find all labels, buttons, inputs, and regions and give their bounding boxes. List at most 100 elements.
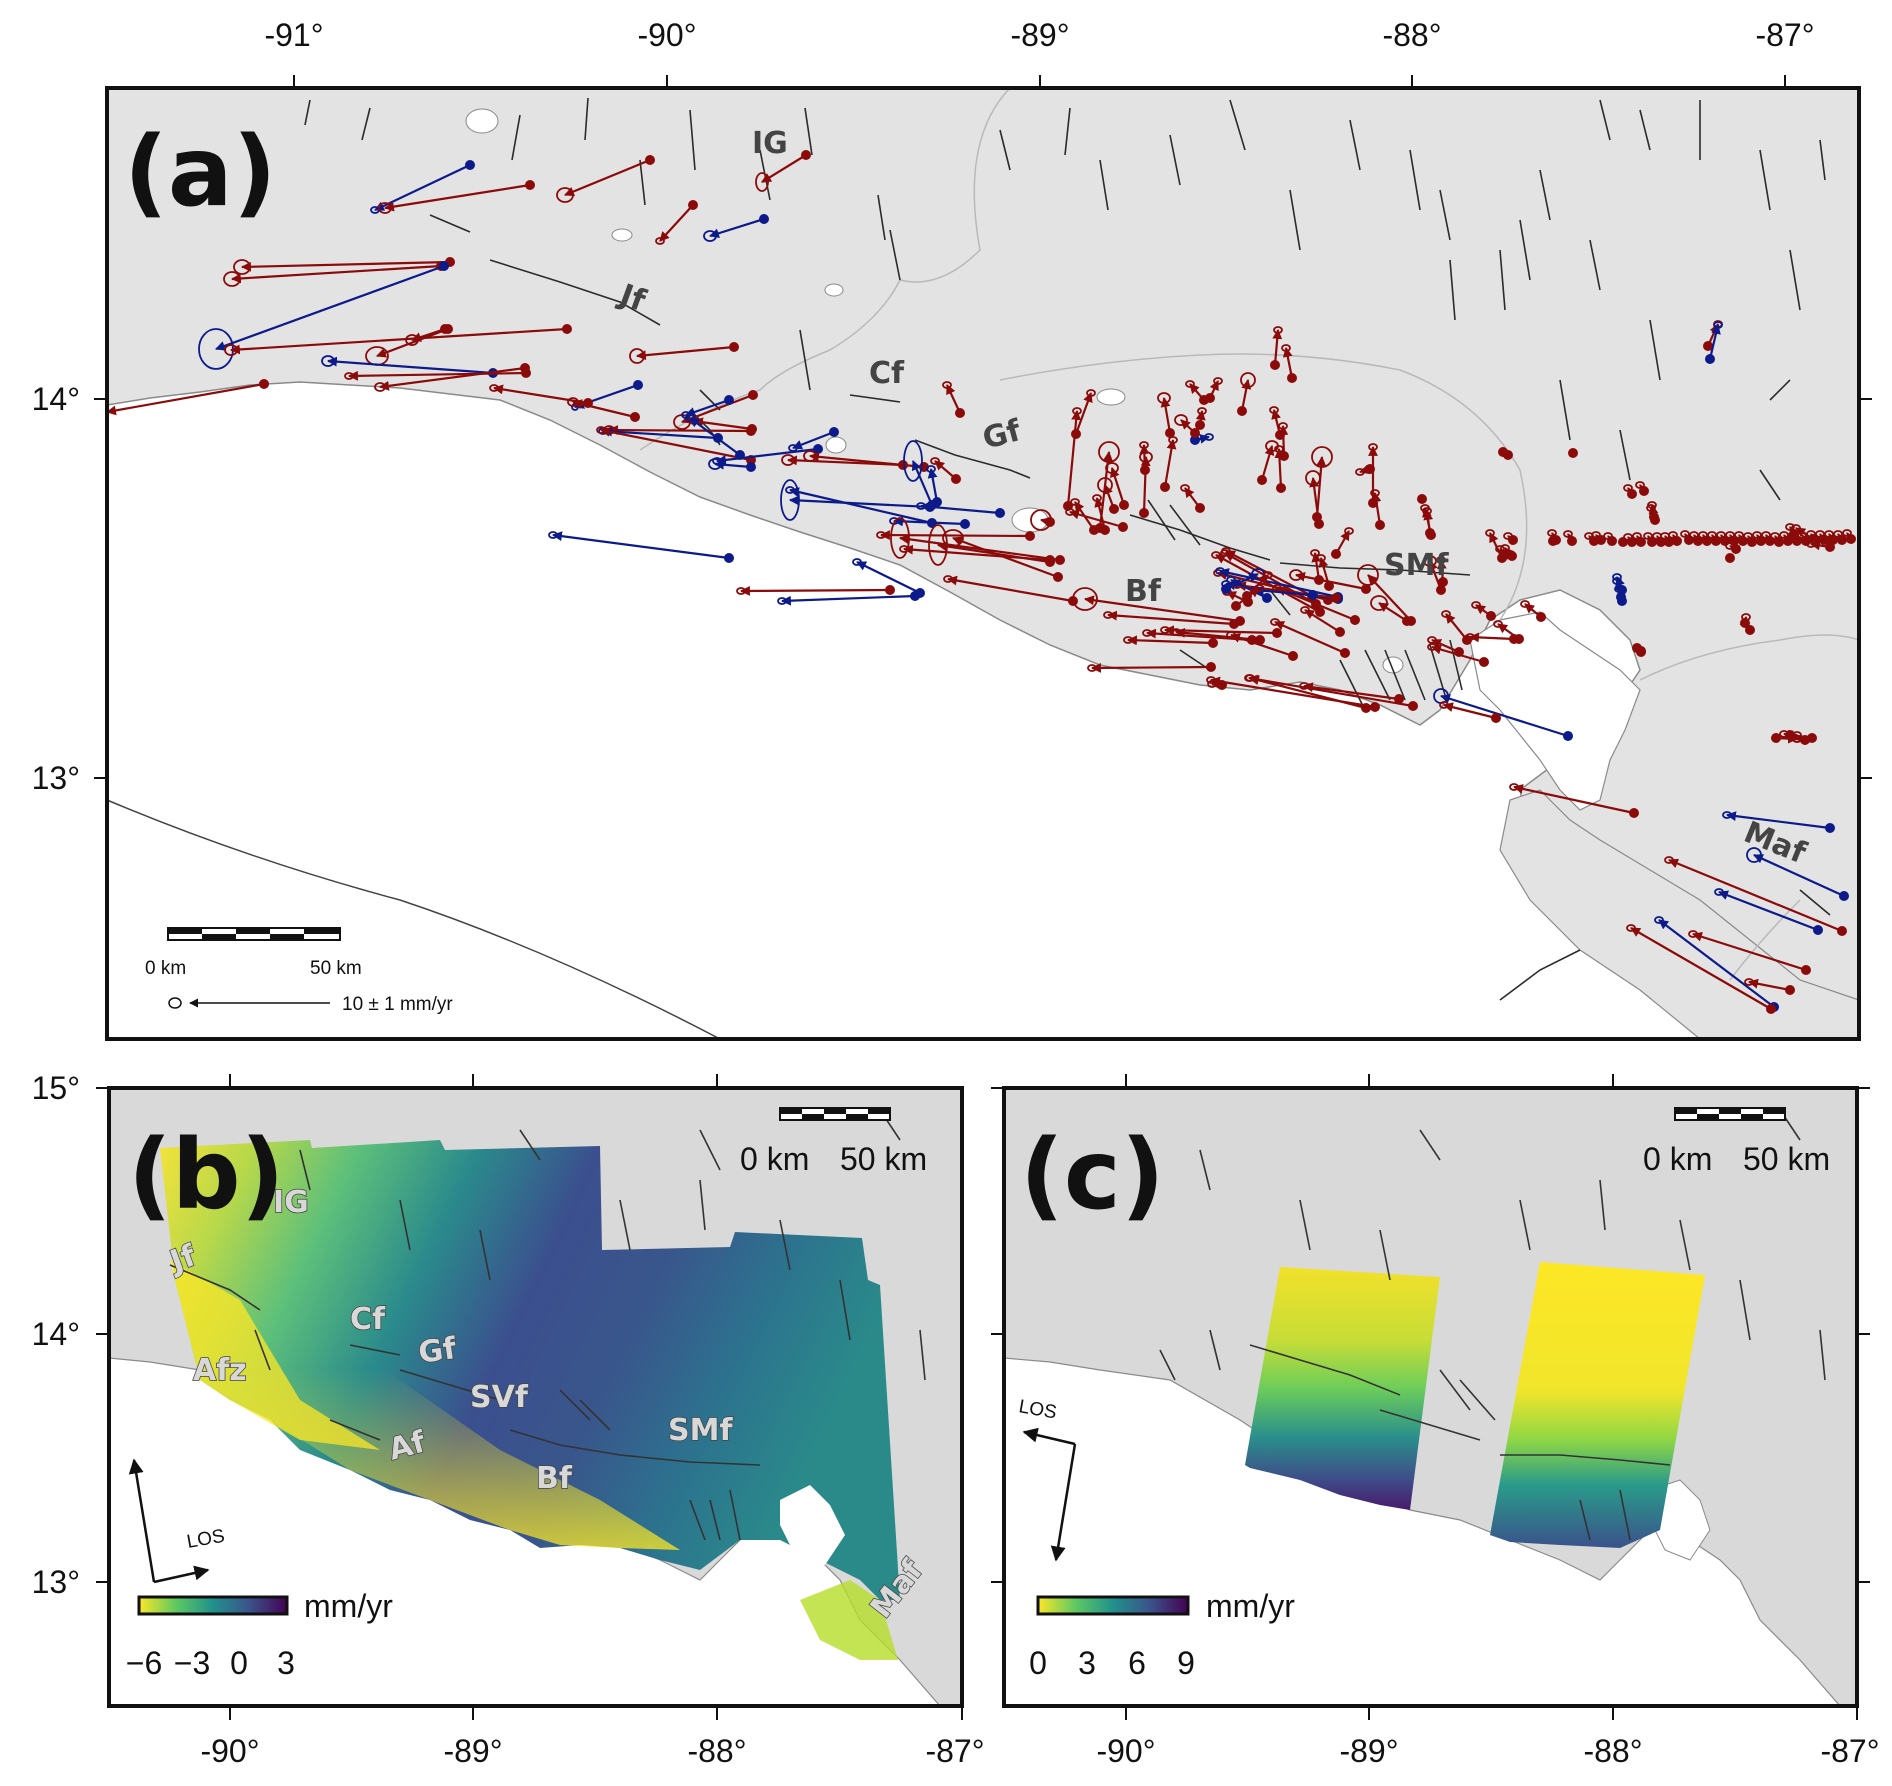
tick-lat: 15° <box>32 1070 80 1106</box>
velocity-vector <box>107 379 269 416</box>
velocity-vector <box>1171 627 1265 645</box>
velocity-vector <box>1647 501 1659 522</box>
panel-a-velocity-vectors <box>107 150 1857 1014</box>
panel-c-insar-track-1 <box>1245 1267 1440 1510</box>
velocity-vector <box>1427 643 1489 667</box>
velocity-vector <box>1707 531 1722 546</box>
velocity-vector <box>1465 632 1519 644</box>
panel-a-faults <box>304 97 1831 1001</box>
velocity-vector <box>1071 389 1096 439</box>
velocity-vector <box>780 479 935 521</box>
panel-b-faults <box>169 1109 926 1541</box>
velocity-vector <box>1698 531 1713 546</box>
velocity-vector <box>1635 481 1650 496</box>
velocity-vector <box>1065 508 1128 532</box>
colorbar-tick: 6 <box>1128 1645 1146 1681</box>
velocity-vector <box>1231 584 1264 611</box>
velocity-vector <box>942 381 965 418</box>
velocity-vector <box>703 214 769 242</box>
velocity-vector <box>1603 532 1618 547</box>
colorbar-tick: 0 <box>230 1645 248 1681</box>
velocity-vector <box>378 180 535 214</box>
velocity-vector <box>1289 569 1371 594</box>
velocity-vector <box>942 529 1063 582</box>
velocity-vector <box>224 324 572 356</box>
velocity-vector <box>1123 635 1218 648</box>
scale-bar-right: 50 km <box>840 1141 927 1177</box>
tick-lat: 14° <box>32 381 80 417</box>
velocity-vector <box>1274 445 1286 493</box>
velocity-vector <box>1030 509 1055 531</box>
velocity-vector <box>781 454 908 470</box>
colorbar-tick: 0 <box>1029 1645 1047 1681</box>
panel-c-label: (c) <box>1020 1119 1165 1231</box>
velocity-vector <box>1270 326 1283 370</box>
velocity-vector <box>374 363 530 392</box>
tick-lon: -88° <box>687 1733 746 1769</box>
velocity-vector <box>930 457 961 484</box>
tick-lon: -90° <box>1096 1733 1155 1769</box>
velocity-vector <box>1157 392 1175 438</box>
velocity-vector <box>899 544 1055 565</box>
panel-b: 15° 14° 13° -90° -89° -88° -87° (b) IG J… <box>32 1070 985 1769</box>
scale-bar-left: 0 km <box>145 958 186 979</box>
colorbar-tick: 9 <box>1177 1645 1195 1681</box>
tick-lon: -87° <box>1755 17 1814 53</box>
velocity-vector <box>548 531 734 563</box>
fault-label-cf: Cf <box>869 356 905 391</box>
fault-label-smf: SMf <box>668 1413 733 1448</box>
velocity-vector <box>1097 477 1119 514</box>
velocity-vector <box>1771 733 1802 744</box>
velocity-vector <box>1417 494 1427 504</box>
velocity-vector <box>755 150 811 192</box>
tick-lon: -89° <box>1339 1733 1398 1769</box>
panel-c-insar-track-2 <box>1490 1262 1705 1548</box>
velocity-vector <box>1643 532 1658 547</box>
velocity-vector <box>1623 484 1638 499</box>
velocity-vector <box>1436 556 1448 587</box>
velocity-vector <box>1626 924 1776 1014</box>
velocity-vector <box>1237 372 1256 416</box>
velocity-vector <box>1370 489 1385 530</box>
fault-label-bf: Bf <box>536 1461 573 1496</box>
fault-label-ig: IG <box>752 126 788 161</box>
velocity-vector <box>1520 600 1546 622</box>
velocity-vector <box>1357 564 1416 626</box>
velocity-vector <box>1509 783 1639 818</box>
velocity-vector <box>1563 530 1577 546</box>
velocity-vector <box>1833 530 1848 545</box>
velocity-vector <box>629 342 739 364</box>
colorbar-tick: −6 <box>126 1645 162 1681</box>
velocity-vector <box>1300 606 1345 637</box>
colorbar-unit: mm/yr <box>304 1588 393 1624</box>
fault-label-bf: Bf <box>1125 574 1162 609</box>
velocity-vector <box>1420 504 1436 540</box>
velocity-vector <box>1174 414 1200 438</box>
fault-label-gf: Gf <box>416 1331 459 1371</box>
panel-a: -91° -90° -89° -88° -87° 14° 13° (a) IG … <box>32 17 1872 1041</box>
velocity-vector <box>1743 532 1758 547</box>
fault-label-svf: SVf <box>470 1380 529 1415</box>
velocity-vector <box>712 444 823 465</box>
velocity-vector <box>1498 447 1508 457</box>
panel-a-peninsula <box>1499 789 1859 1039</box>
velocity-vector <box>1664 856 1847 936</box>
velocity-vector <box>1305 470 1324 529</box>
velocity-vector <box>1281 344 1297 383</box>
velocity-vector <box>1815 530 1830 545</box>
velocity-vector <box>1612 573 1627 595</box>
colorbar-unit: mm/yr <box>1206 1588 1295 1624</box>
velocity-vector <box>1503 532 1519 546</box>
panel-a-frame <box>105 86 1861 1041</box>
tick-lat: 14° <box>32 1316 80 1352</box>
scale-bar-left: 0 km <box>1643 1141 1712 1177</box>
scale-bar-right: 50 km <box>310 958 362 979</box>
panel-c-los-arrows: LOS <box>1017 1396 1077 1562</box>
velocity-vector <box>1632 532 1647 547</box>
velocity-vector <box>1471 601 1496 621</box>
velocity-vector <box>1092 494 1110 535</box>
scale-bar-left: 0 km <box>740 1141 809 1177</box>
velocity-vector <box>1714 888 1823 935</box>
tick-lon: -90° <box>637 17 696 53</box>
